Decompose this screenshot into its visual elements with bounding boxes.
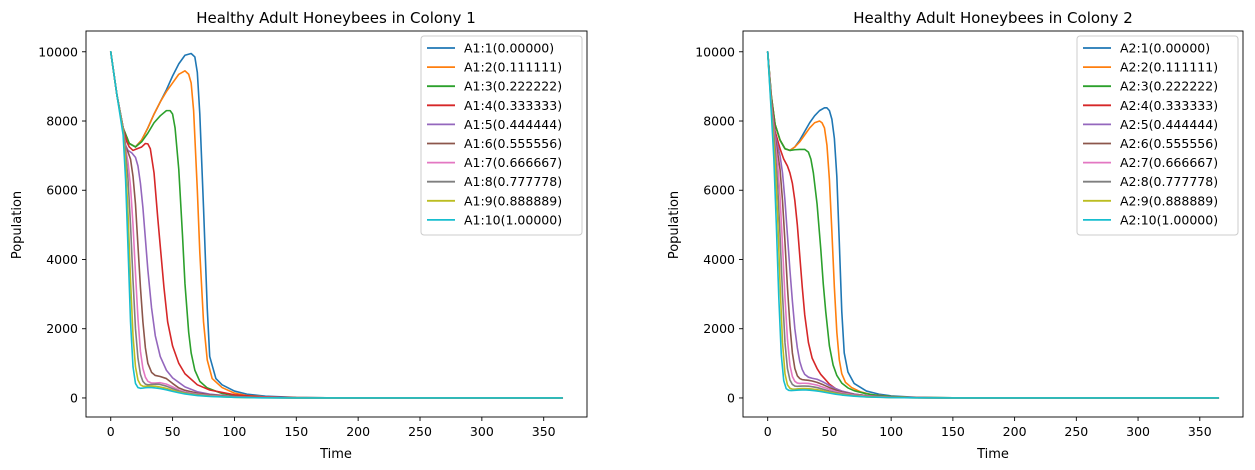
legend-entry: A1:5(0.444444) bbox=[464, 117, 562, 132]
legend-entry: A2:7(0.666667) bbox=[1120, 155, 1218, 170]
legend-entry: A1:10(1.00000) bbox=[464, 212, 562, 227]
chart-title: Healthy Adult Honeybees in Colony 1 bbox=[196, 9, 476, 27]
series-line-10 bbox=[766, 50, 1220, 399]
legend-entry: A2:9(0.888889) bbox=[1120, 193, 1218, 208]
x-tick-label: 300 bbox=[1126, 424, 1150, 439]
y-tick-label: 4000 bbox=[703, 252, 735, 267]
legend-entry: A1:7(0.666667) bbox=[464, 155, 562, 170]
legend-entry: A2:5(0.444444) bbox=[1120, 117, 1218, 132]
x-tick-label: 200 bbox=[346, 424, 370, 439]
x-tick-label: 350 bbox=[1188, 424, 1212, 439]
chart-title: Healthy Adult Honeybees in Colony 2 bbox=[853, 9, 1133, 27]
y-tick-label: 10000 bbox=[38, 44, 78, 59]
y-tick-label: 0 bbox=[70, 390, 78, 405]
x-tick-label: 350 bbox=[532, 424, 556, 439]
axes-frame bbox=[742, 30, 1244, 418]
legend-entry: A2:1(0.00000) bbox=[1120, 41, 1210, 56]
legend-entry: A1:1(0.00000) bbox=[464, 41, 554, 56]
x-axis-label: Time bbox=[976, 447, 1009, 462]
x-tick-label: 50 bbox=[165, 424, 181, 439]
x-tick-label: 100 bbox=[879, 424, 903, 439]
legend-entry: A1:8(0.777778) bbox=[464, 174, 562, 189]
legend-box bbox=[420, 35, 583, 236]
x-tick-label: 50 bbox=[821, 424, 837, 439]
legend-entry: A2:10(1.00000) bbox=[1120, 212, 1218, 227]
y-tick-label: 4000 bbox=[46, 252, 78, 267]
legend-entry: A2:8(0.777778) bbox=[1120, 174, 1218, 189]
y-tick-label: 2000 bbox=[703, 321, 735, 336]
series-lines bbox=[766, 50, 1220, 399]
y-axis-label: Population bbox=[10, 191, 25, 259]
x-axis-label: Time bbox=[319, 447, 352, 462]
legend-entry: A2:3(0.222222) bbox=[1120, 79, 1218, 94]
legend-entry: A1:3(0.222222) bbox=[464, 79, 562, 94]
legend-entry: A1:6(0.555556) bbox=[464, 136, 562, 151]
legend: A2:1(0.00000) A2:2(0.111111) A2:3(0.222222… bbox=[1076, 35, 1239, 236]
y-axis-label: Population bbox=[667, 191, 682, 259]
x-tick-label: 250 bbox=[408, 424, 432, 439]
x-tick-label: 150 bbox=[284, 424, 308, 439]
y-tick-label: 0 bbox=[727, 390, 735, 405]
subplot-colony-1: Healthy Adult Honeybees in Colony 1 Time… bbox=[10, 9, 588, 462]
x-tick-label: 100 bbox=[223, 424, 247, 439]
y-tick-label: 8000 bbox=[46, 114, 78, 129]
legend-entry: A1:2(0.111111) bbox=[464, 60, 562, 75]
series-lines bbox=[109, 50, 564, 399]
x-tick-label: 0 bbox=[764, 424, 772, 439]
legend-box bbox=[1076, 35, 1239, 236]
y-tick-label: 2000 bbox=[46, 321, 78, 336]
series-line-10 bbox=[109, 50, 564, 399]
x-tick-label: 150 bbox=[941, 424, 965, 439]
legend-entry: A2:6(0.555556) bbox=[1120, 136, 1218, 151]
axes-frame bbox=[85, 30, 588, 418]
legend-entry: A2:2(0.111111) bbox=[1120, 60, 1218, 75]
x-tick-label: 250 bbox=[1064, 424, 1088, 439]
y-tick-label: 6000 bbox=[703, 183, 735, 198]
y-tick-label: 6000 bbox=[46, 183, 78, 198]
legend-entry: A1:4(0.333333) bbox=[464, 98, 562, 113]
legend-entry: A1:9(0.888889) bbox=[464, 193, 562, 208]
y-tick-label: 10000 bbox=[695, 44, 735, 59]
x-tick-label: 200 bbox=[1003, 424, 1027, 439]
y-tick-label: 8000 bbox=[703, 114, 735, 129]
x-tick-label: 0 bbox=[107, 424, 115, 439]
legend: A1:1(0.00000) A1:2(0.111111) A1:3(0.222222… bbox=[420, 35, 583, 236]
x-tick-label: 300 bbox=[470, 424, 494, 439]
legend-entry: A2:4(0.333333) bbox=[1120, 98, 1218, 113]
subplot-colony-2: Healthy Adult Honeybees in Colony 2 Time… bbox=[667, 9, 1244, 462]
